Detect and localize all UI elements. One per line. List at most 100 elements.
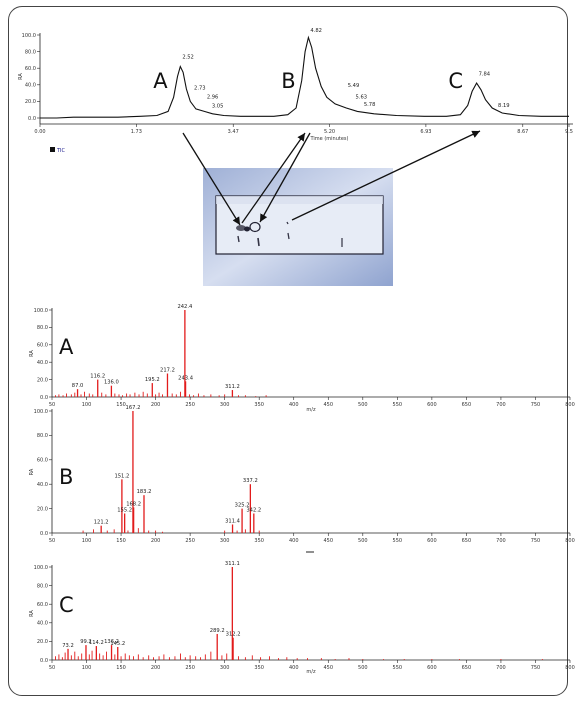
tic-peak-annotation: 3.05 [212, 104, 224, 110]
tic-chromatogram: 100.0 80.0 60.0 40.0 20.0 0.0 0.00 1.73 3.47 5.20… [18, 28, 573, 154]
ms-a-x-tick-label: 550 [393, 402, 403, 408]
ms-b-y-tick-label: 0.0 [40, 531, 48, 537]
ms-a-x-tick-label: 450 [323, 402, 333, 408]
arrow-a [182, 132, 241, 226]
tic-peak-annotation: 5.49 [348, 83, 360, 89]
ms-c-peak-label: 114.2 [89, 640, 104, 646]
ms-b-peak-label: 168.2 [126, 501, 141, 507]
ms-b-x-tick-label: 400 [289, 538, 299, 544]
tic-peak-letter-a: A [153, 69, 168, 93]
ms-a-panel-letter: A [59, 335, 74, 359]
arrow-c [291, 130, 481, 221]
ms-b-peak-label: 155.2 [117, 507, 132, 513]
ms-b-y-tick-label: 100.0 [34, 409, 48, 415]
ms-a-y-tick-label: 100.0 [34, 308, 48, 314]
ms-c-peak-label: 289.2 [210, 628, 225, 634]
ms-a-peak-label: 116.2 [90, 374, 105, 380]
ms-b-x-tick-label: 650 [462, 538, 472, 544]
tic-trace [40, 35, 569, 119]
tic-peak-annotation: 2.52 [182, 55, 194, 61]
ms-b-x-tick-label: 500 [358, 538, 368, 544]
ms-a-x-tick-label: 600 [427, 402, 437, 408]
ms-c-x-tick-label: 100 [82, 665, 92, 671]
arrow-b-up [241, 132, 306, 224]
ms-a-x-tick-label: 500 [358, 402, 368, 408]
tic-y-tick-label: 100.0 [22, 33, 36, 39]
ms-c-y-tick-label: 100.0 [34, 565, 48, 571]
ms-b-x-tick-label: 200 [151, 538, 161, 544]
ms-b-x-tick-label: 600 [427, 538, 437, 544]
ms-a-y-tick-label: 40.0 [37, 360, 48, 366]
ms-c-x-tick-label: 550 [393, 665, 403, 671]
ms-a-x-tick-label: 400 [289, 402, 299, 408]
tic-peak-annotation: 8.19 [498, 103, 510, 109]
tic-y-tick-label: 80.0 [25, 49, 36, 55]
ms-c-y-tick-label: 0.0 [40, 658, 48, 664]
ms-c-x-tick-label: 400 [289, 665, 299, 671]
ms-a-y-tick-label: 0.0 [40, 395, 48, 401]
ms-b-y-label: RA [29, 468, 35, 475]
mass-spectrum-b: 100.080.060.040.020.00.050 100 150 200 250 30… [29, 405, 575, 544]
ms-c-y-tick-label: 60.0 [37, 602, 48, 608]
ms-b-x-tick-label: 50 [49, 538, 55, 544]
ms-c-x-tick-label: 650 [462, 665, 472, 671]
ms-b-y-tick-label: 60.0 [37, 458, 48, 464]
ms-c-x-tick-label: 600 [427, 665, 437, 671]
ms-c-y-tick-label: 80.0 [37, 583, 48, 589]
ms-c-peak-label: 312.2 [226, 632, 241, 638]
ms-c-peak-label: 311.1 [225, 561, 240, 567]
ms-a-y-label: RA [29, 350, 35, 357]
ms-b-x-tick-label: 300 [220, 538, 230, 544]
ms-c-x-tick-label: 150 [116, 665, 126, 671]
tic-x-tick-label: 1.73 [131, 129, 142, 135]
mass-spectrum-c: 100.0 80.0 60.0 40.0 20.0 0.050 100 150 200 250 30… [29, 561, 575, 675]
ms-c-peak-label: 145.2 [110, 641, 125, 647]
ms-c-x-tick-label: 800 [565, 665, 575, 671]
ms-a-x-tick-label: 350 [254, 402, 264, 408]
ms-b-x-tick-label: 450 [323, 538, 333, 544]
tic-peak-letter-b: B [281, 69, 295, 93]
ms-b-peak-label: 311.4 [225, 518, 241, 524]
tic-x-tick-label: 6.93 [420, 129, 431, 135]
ms-a-peak-label: 87.0 [72, 383, 84, 389]
ms-a-x-tick-label: 700 [496, 402, 506, 408]
tic-peak-annotation: 4.82 [310, 28, 322, 34]
tic-x-tick-label: 0.00 [34, 129, 45, 135]
ms-b-peak-label: 151.2 [114, 473, 129, 479]
ms-a-peak-label: 311.2 [225, 384, 240, 390]
ms-b-peak-label: 337.2 [243, 478, 258, 484]
ms-b-x-tick-label: 750 [531, 538, 541, 544]
ms-c-x-tick-label: 500 [358, 665, 368, 671]
ms-a-peak-label: 136.0 [104, 380, 119, 386]
ms-a-x-tick-label: 50 [49, 402, 55, 408]
tic-x-tick-label: 5.20 [324, 129, 335, 135]
ms-c-x-tick-label: 350 [254, 665, 264, 671]
ms-a-y-tick-label: 80.0 [37, 325, 48, 331]
ms-a-x-label: m/z [306, 407, 316, 413]
ms-b-x-tick-label: 150 [116, 538, 126, 544]
ms-b-y-tick-label: 20.0 [37, 506, 48, 512]
ms-c-x-tick-label: 200 [151, 665, 161, 671]
tic-y-tick-label: 0.0 [28, 116, 36, 122]
tic-peak-annotation: 2.73 [194, 85, 206, 91]
ms-a-x-tick-label: 800 [565, 402, 575, 408]
tic-peak-annotation: 2.96 [207, 95, 219, 101]
figure-frame [8, 6, 568, 696]
ms-b-peak-label: 325.2 [235, 503, 250, 509]
ms-c-x-tick-label: 300 [220, 665, 230, 671]
tic-x-tick-label: 9.5 [565, 129, 573, 135]
ms-c-x-tick-label: 750 [531, 665, 541, 671]
ms-c-y-tick-label: 40.0 [37, 621, 48, 627]
ms-b-x-tick-label: 800 [565, 538, 575, 544]
ms-b-x-tick-label: 100 [82, 538, 92, 544]
ms-a-y-tick-label: 20.0 [37, 377, 48, 383]
tic-y-tick-label: 40.0 [25, 83, 36, 89]
ms-c-x-tick-label: 50 [49, 665, 55, 671]
ms-b-y-tick-label: 40.0 [37, 482, 48, 488]
ms-a-y-tick-label: 60.0 [37, 343, 48, 349]
ms-c-peak-label: 136.2 [104, 639, 119, 645]
tlc-plate-photo [203, 168, 393, 286]
ms-c-y-tick-label: 20.0 [37, 639, 48, 645]
ms-c-panel-letter: C [59, 593, 74, 617]
